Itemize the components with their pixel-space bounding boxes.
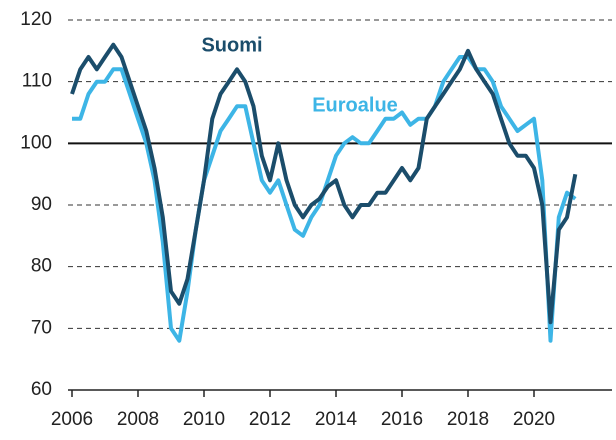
series-label: Euroalue <box>312 94 398 116</box>
y-tick-label: 70 <box>31 317 52 338</box>
x-tick-label: 2012 <box>249 409 291 430</box>
series-label: Suomi <box>201 34 262 56</box>
y-tick-label: 120 <box>20 9 52 30</box>
x-tick-label: 2018 <box>447 409 489 430</box>
y-tick-label: 110 <box>22 71 52 92</box>
y-tick-label: 100 <box>20 132 52 153</box>
y-tick-label: 80 <box>31 256 52 277</box>
x-tick-label: 2006 <box>51 409 93 430</box>
x-tick-label: 2008 <box>117 409 159 430</box>
x-tick-label: 2016 <box>381 409 423 430</box>
y-tick-label: 60 <box>31 379 52 400</box>
series-line <box>70 42 578 325</box>
x-tick-label: 2010 <box>183 409 225 430</box>
x-tick-label: 2020 <box>513 409 555 430</box>
y-tick-label: 90 <box>31 194 52 215</box>
x-tick-label: 2014 <box>315 409 358 430</box>
